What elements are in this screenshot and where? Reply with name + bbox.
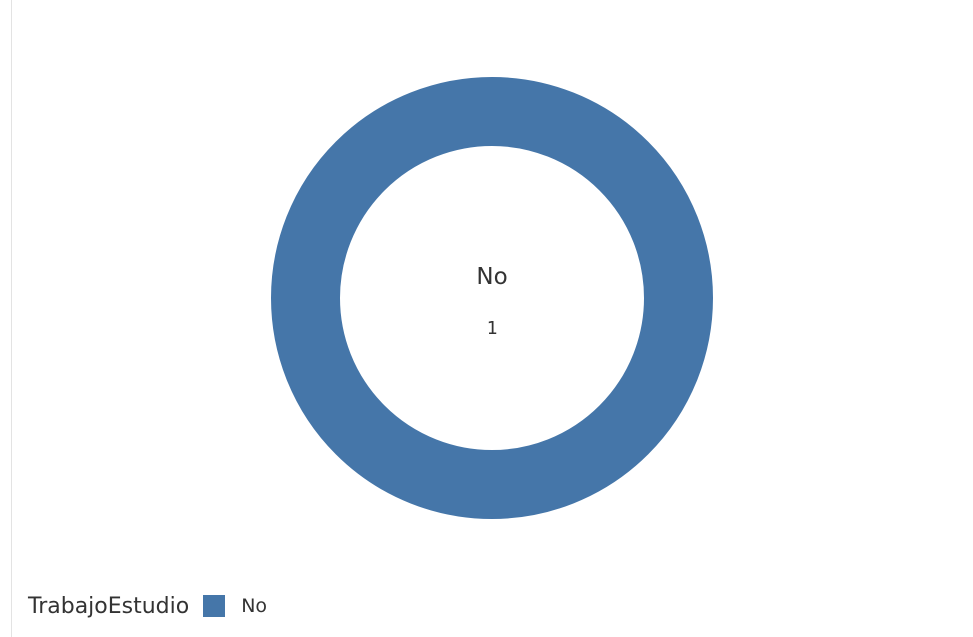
donut-slice-no[interactable] — [271, 77, 713, 519]
legend-swatch-no[interactable] — [203, 595, 226, 617]
legend-label-no[interactable]: No — [241, 595, 268, 617]
panel-left-border — [11, 0, 12, 637]
donut-center-label: No — [476, 264, 507, 290]
donut-center-value: 1 — [487, 318, 498, 339]
legend: TrabajoEstudio No — [28, 590, 267, 622]
legend-title: TrabajoEstudio — [28, 593, 190, 619]
donut-slices — [271, 77, 713, 519]
